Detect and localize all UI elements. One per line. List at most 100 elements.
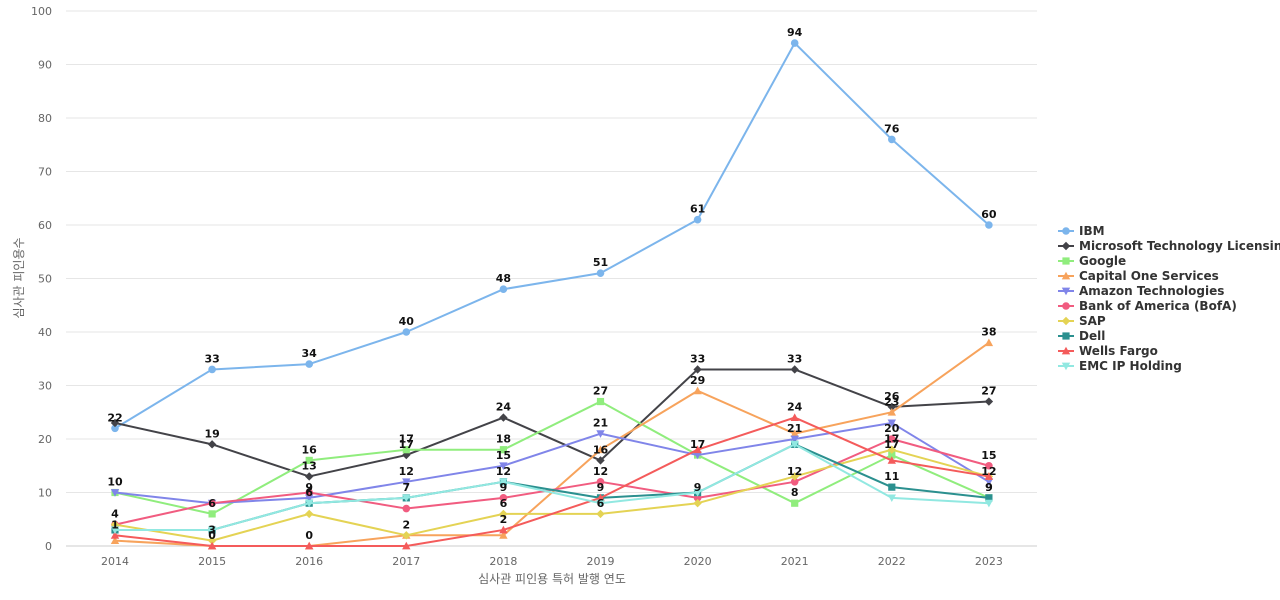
data-point [596,478,605,486]
data-point [305,360,314,368]
data-label: 27 [593,385,608,398]
data-label: 19 [204,427,219,440]
data-point [984,499,994,508]
data-point [499,478,508,486]
series-line-bank-of-america-bofa [114,438,990,526]
data-point [596,397,605,406]
series-amazon-technologies [110,419,994,508]
data-point [693,386,702,395]
legend-item-wells-fargo[interactable]: Wells Fargo [1058,344,1158,358]
y-tick-label: 80 [38,112,52,125]
legend-item-google[interactable]: Google [1058,254,1126,268]
data-point [790,39,799,47]
data-point [790,429,799,438]
data-point [402,478,411,486]
data-label: 27 [981,385,996,398]
data-label: 21 [787,422,802,435]
data-label: 2 [500,513,508,526]
data-point [305,494,314,503]
data-point [596,509,605,519]
data-label: 12 [981,465,996,478]
data-point [887,419,896,428]
data-point [207,526,217,535]
data-point [887,456,896,464]
data-point [985,221,993,229]
data-point [888,135,896,144]
x-tick-label: 2016 [295,555,323,568]
series-ibm [111,39,993,433]
legend-label: Microsoft Technology Licensing [1079,239,1280,253]
data-point [499,531,508,539]
data-point [693,215,702,224]
data-label: 9 [985,481,993,494]
data-label: 17 [884,438,899,451]
x-tick-label: 2014 [101,555,129,568]
legend-item-sap[interactable]: SAP [1058,314,1106,328]
data-point [110,489,120,497]
gridlines [66,10,1037,493]
data-point [208,499,216,508]
data-label: 33 [787,352,802,365]
legend-label: SAP [1079,314,1106,328]
data-point [887,402,896,412]
x-tick-label: 2020 [684,555,712,568]
data-label: 10 [107,476,123,489]
data-point [790,365,799,374]
data-label: 6 [208,497,216,510]
data-label: 2 [402,518,410,531]
data-label: 29 [690,374,705,387]
data-label: 16 [302,443,318,456]
y-tick-label: 40 [38,326,52,339]
data-point [984,478,994,486]
data-point [887,445,896,454]
data-label: 13 [302,459,317,472]
x-tick-label: 2022 [878,555,906,568]
data-point [499,413,508,422]
data-label: 22 [107,411,122,424]
data-label: 6 [305,486,313,499]
series-line-dell [115,443,990,531]
data-point [110,536,120,545]
data-label: 60 [981,208,997,221]
legend-item-amazon-technologies[interactable]: Amazon Technologies [1058,284,1224,298]
legend-item-emc-ip-holding[interactable]: EMC IP Holding [1058,359,1182,373]
data-point [111,424,119,433]
data-label: 61 [690,203,705,216]
data-label: 9 [597,481,605,494]
legend-item-microsoft-technology-licensing[interactable]: Microsoft Technology Licensing [1058,239,1280,253]
series-wells-fargo [110,413,994,550]
legend-item-dell[interactable]: Dell [1058,329,1105,343]
data-point [499,446,507,454]
data-point [887,408,896,416]
data-label: 6 [500,497,508,510]
legend-symbol [1062,332,1070,340]
data-label: 20 [884,422,900,435]
x-tick-label: 2017 [392,555,420,568]
legend-item-capital-one-services[interactable]: Capital One Services [1058,269,1219,283]
data-label: 0 [305,529,313,542]
data-label: 40 [399,315,415,328]
data-point [305,456,313,464]
data-label: 34 [302,347,318,360]
data-point [887,494,896,503]
data-label: 0 [208,529,216,542]
data-point [790,413,799,421]
data-point [693,499,702,508]
legend-item-bank-of-america-bofa[interactable]: Bank of America (BofA) [1058,299,1237,313]
legend-symbol [1061,241,1071,251]
data-point [499,525,508,534]
data-label: 3 [208,524,216,537]
series-capital-one-services [110,338,994,550]
data-point [693,445,702,454]
legend-label: Capital One Services [1079,269,1219,283]
legend-label: Amazon Technologies [1079,284,1224,298]
data-label: 18 [496,433,511,446]
data-point [402,541,411,550]
legend-item-ibm[interactable]: IBM [1058,224,1105,238]
data-label: 48 [496,272,511,285]
data-point [790,478,799,486]
data-point [596,430,605,438]
series-line-microsoft-technology-licensing [114,368,989,478]
data-point [305,472,314,481]
